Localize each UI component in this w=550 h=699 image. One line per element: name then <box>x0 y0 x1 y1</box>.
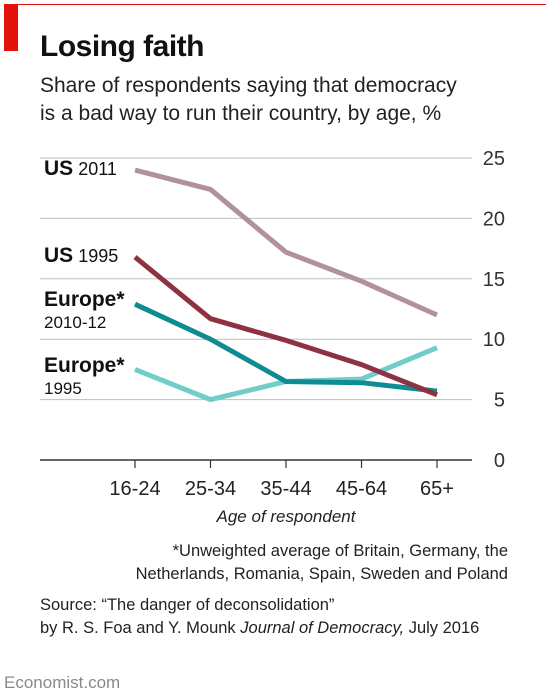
x-tick-label: 65+ <box>420 478 454 500</box>
y-tick-label: 0 <box>494 450 505 472</box>
x-tick-label: 45-64 <box>336 478 387 500</box>
y-tick-label: 5 <box>494 390 505 412</box>
y-tick-label: 15 <box>483 269 505 291</box>
series-label: US 1995 <box>44 244 118 267</box>
chart-title: Losing faith <box>40 30 204 63</box>
series-label-bold: US <box>44 157 73 180</box>
series-label: Europe* <box>44 354 125 377</box>
series-label-period: 2010-12 <box>44 313 106 332</box>
series-label: Europe* <box>44 288 125 311</box>
series-label-bold: Europe* <box>44 354 125 377</box>
footnote-line-2: Netherlands, Romania, Spain, Sweden and … <box>135 565 508 583</box>
footnote: *Unweighted average of Britain, Germany,… <box>136 540 508 586</box>
series-label: US 2011 <box>44 157 117 180</box>
economist-logo-text: Economist.com <box>4 673 121 692</box>
y-tick-label: 10 <box>483 329 505 351</box>
source-line-1: Source: “The danger of deconsolidation” <box>40 596 335 614</box>
source-line-2: by R. S. Foa and Y. Mounk Journal of Dem… <box>40 617 530 640</box>
x-tick-label: 25-34 <box>185 478 236 500</box>
x-axis-title: Age of respondent <box>216 507 357 526</box>
series-line <box>133 255 438 398</box>
brand-red-tag <box>4 4 18 51</box>
series-label-bold: Europe* <box>44 288 125 311</box>
series-line <box>134 345 438 403</box>
source-date: July 2016 <box>404 619 480 637</box>
subtitle-line-1: Share of respondents saying that democra… <box>40 74 457 97</box>
chart-subtitle: Share of respondents saying that democra… <box>40 72 520 128</box>
series-label-period: 1995 <box>78 246 118 266</box>
subtitle-line-2: is a bad way to run their country, by ag… <box>40 102 442 125</box>
x-tick-label: 16-24 <box>109 478 160 500</box>
series-line <box>133 301 438 394</box>
y-tick-label: 20 <box>483 208 505 230</box>
series-line <box>134 167 439 318</box>
source-authors: by R. S. Foa and Y. Mounk <box>40 619 241 637</box>
source-note: Source: “The danger of deconsolidation” … <box>40 594 530 640</box>
series-label-period: 2011 <box>78 159 117 179</box>
y-tick-label: 25 <box>483 148 505 170</box>
source-journal: Journal of Democracy, <box>240 619 405 637</box>
top-rule <box>4 4 546 5</box>
series-label-period: 1995 <box>44 379 82 398</box>
footnote-line-1: *Unweighted average of Britain, Germany,… <box>172 542 508 560</box>
x-tick-label: 35-44 <box>260 478 311 500</box>
series-label-bold: US <box>44 244 73 267</box>
